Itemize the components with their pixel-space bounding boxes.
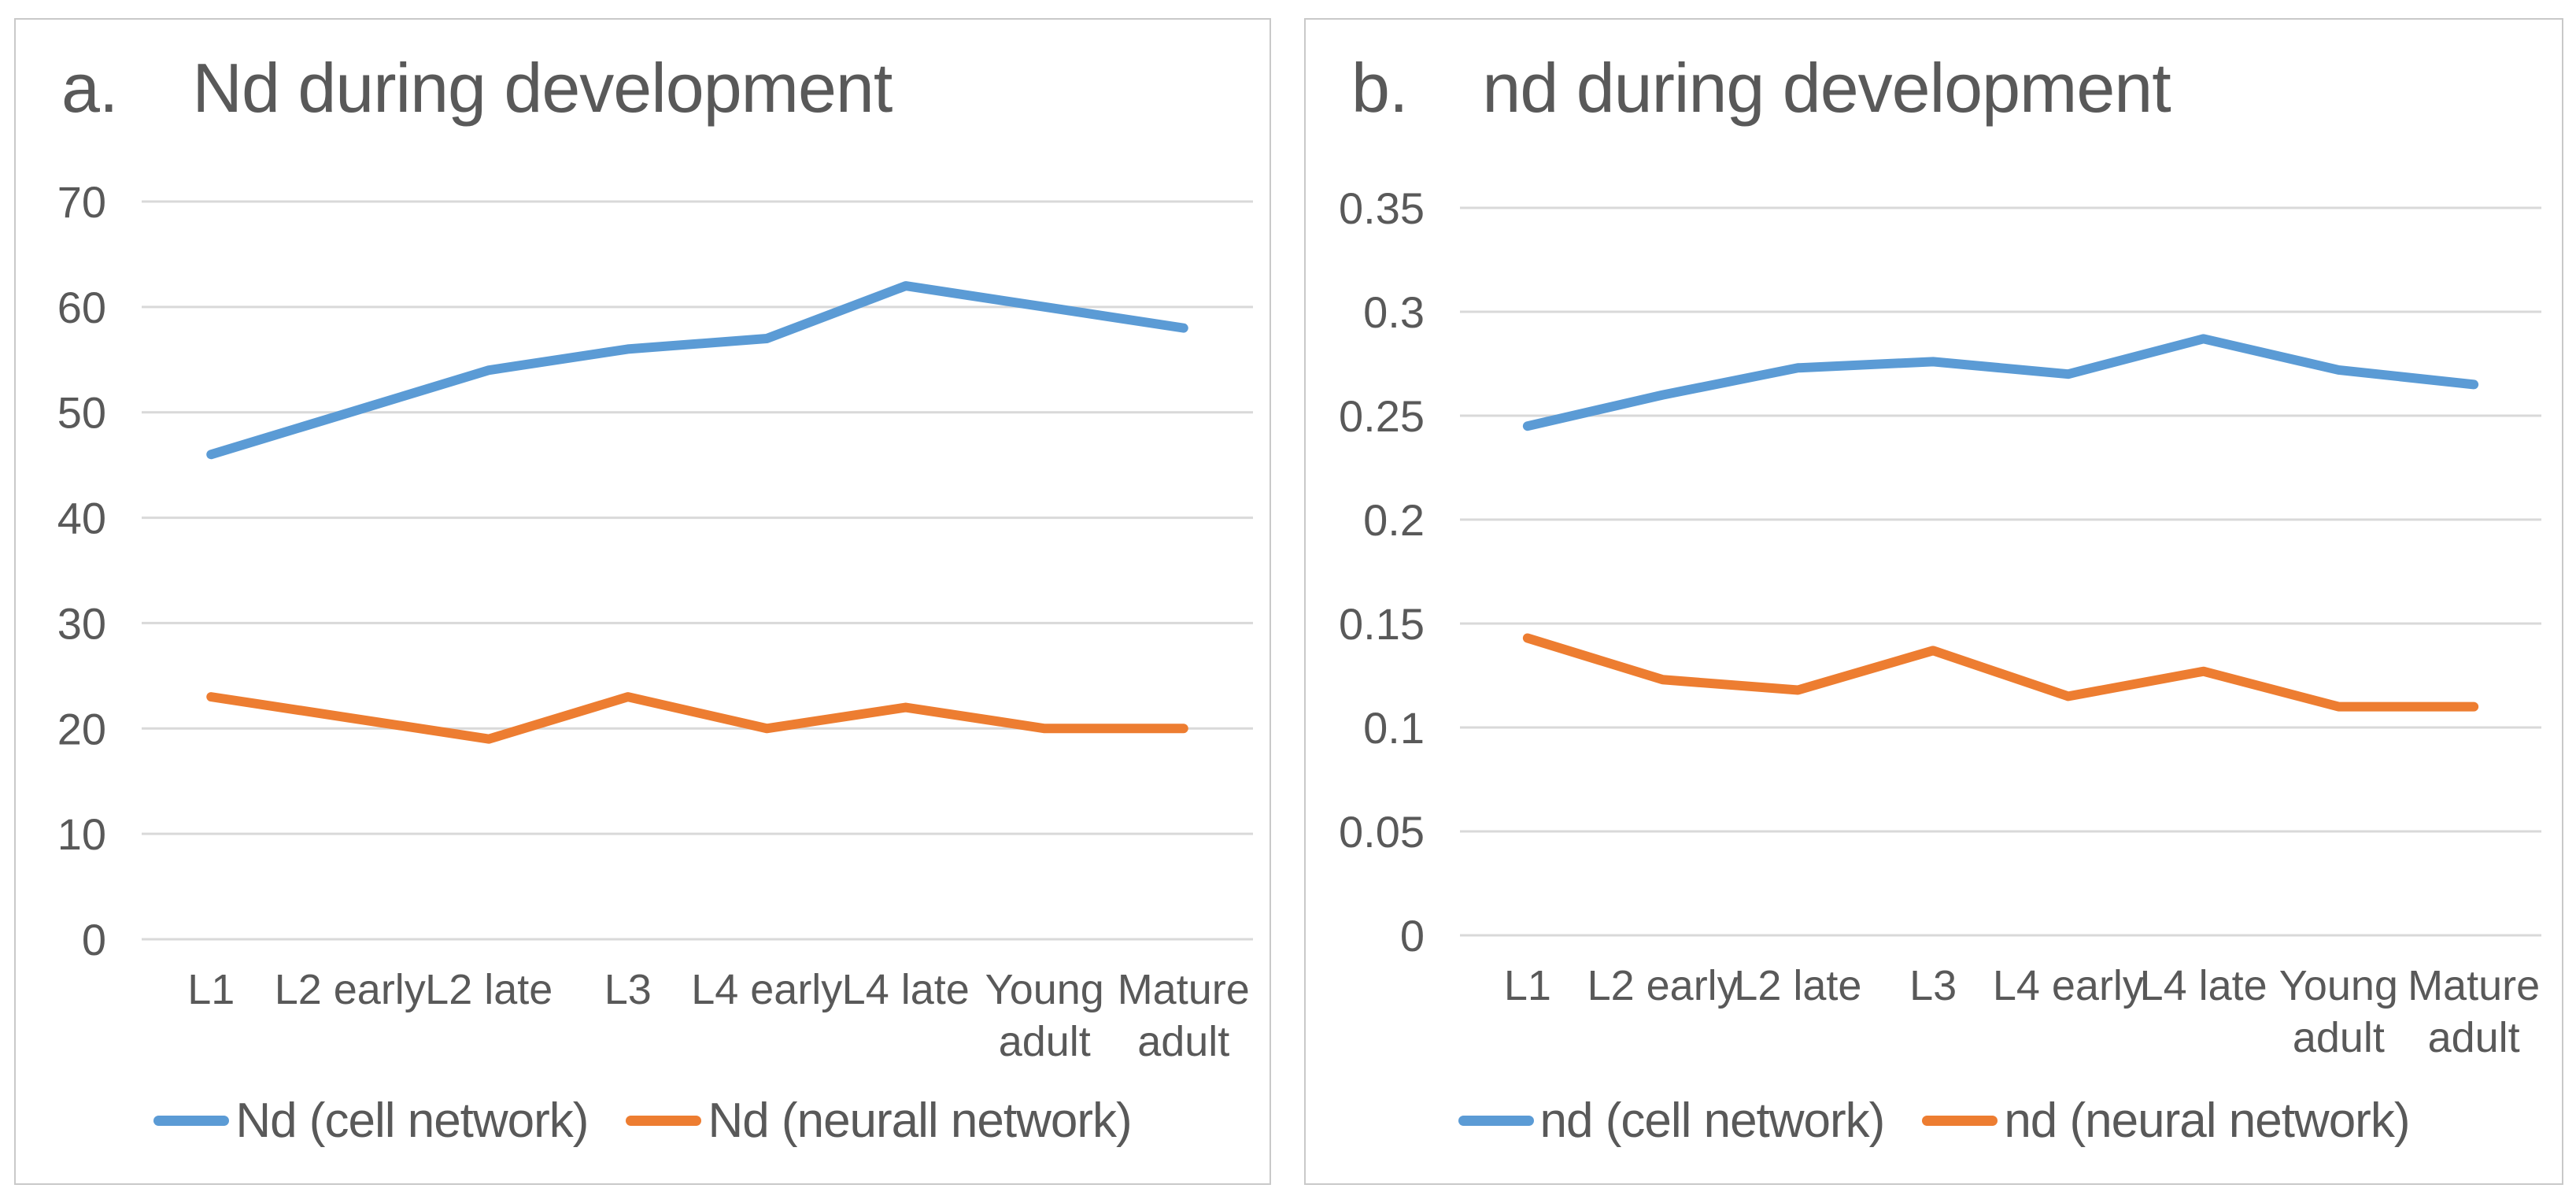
legend-swatch-blue-line	[1458, 1116, 1534, 1126]
legend-swatch-orange-line	[1922, 1116, 1998, 1126]
legend-swatch-orange-line	[626, 1116, 702, 1126]
chart-b-header: b. nd during development	[1351, 48, 2171, 128]
legend-label: nd (neural network)	[2004, 1094, 2410, 1148]
svg-text:0.3: 0.3	[1363, 287, 1425, 337]
svg-text:10: 10	[57, 809, 106, 859]
chart-b-legend: nd (cell network) nd (neural network)	[1306, 1093, 2562, 1149]
svg-text:0.35: 0.35	[1339, 183, 1425, 233]
chart-a-header: a. Nd during development	[61, 48, 893, 128]
legend-item-a-cell-network: Nd (cell network)	[153, 1093, 589, 1149]
svg-text:20: 20	[57, 704, 106, 753]
svg-text:L4 late: L4 late	[2140, 962, 2267, 1009]
svg-text:L3: L3	[604, 966, 652, 1013]
svg-text:0.1: 0.1	[1363, 703, 1425, 753]
legend-swatch-blue-line	[153, 1116, 230, 1126]
panel-b-label: b.	[1351, 49, 1408, 127]
svg-text:L1: L1	[1504, 962, 1551, 1009]
svg-text:0.25: 0.25	[1339, 391, 1425, 441]
svg-text:L4 late: L4 late	[842, 966, 970, 1013]
svg-text:0.05: 0.05	[1339, 807, 1425, 857]
panel-a: a. Nd during development 70 60 50 40 30 20 10 0…	[14, 18, 1271, 1185]
svg-text:0: 0	[1400, 911, 1425, 961]
svg-text:L4 early: L4 early	[691, 966, 842, 1013]
svg-text:L2 early: L2 early	[1587, 962, 1739, 1009]
svg-text:L1: L1	[187, 966, 235, 1013]
legend-label: Nd (neurall network)	[708, 1094, 1132, 1148]
panel-b: b. nd during development 0.35 0.3 0.25 0.2 0…	[1304, 18, 2563, 1185]
legend-item-b-neural-network: nd (neural network)	[1922, 1093, 2410, 1149]
panel-a-label: a.	[61, 49, 118, 127]
svg-text:0.15: 0.15	[1339, 599, 1425, 649]
svg-text:L2 late: L2 late	[1734, 962, 1861, 1009]
legend-label: Nd (cell network)	[235, 1094, 589, 1148]
svg-text:30: 30	[57, 598, 106, 648]
chart-a-legend: Nd (cell network) Nd (neurall network)	[16, 1093, 1270, 1149]
svg-text:0.2: 0.2	[1363, 495, 1425, 545]
svg-text:40: 40	[57, 494, 106, 543]
svg-text:L2 late: L2 late	[425, 966, 553, 1013]
svg-text:L2 early: L2 early	[275, 966, 426, 1013]
legend-label: nd (cell network)	[1539, 1094, 1886, 1148]
svg-text:0: 0	[82, 915, 106, 964]
legend-item-b-cell-network: nd (cell network)	[1458, 1093, 1885, 1149]
legend-item-a-neural-network: Nd (neurall network)	[626, 1093, 1133, 1149]
svg-text:50: 50	[57, 388, 106, 438]
svg-text:60: 60	[57, 283, 106, 332]
chart-a-title: Nd during development	[192, 49, 893, 127]
svg-text:L4 early: L4 early	[1993, 962, 2144, 1009]
svg-text:70: 70	[57, 177, 106, 227]
chart-a-plot-area: 70 60 50 40 30 20 10 0 L1 L2 early L2 late L3 L4 ear…	[57, 177, 1253, 1065]
chart-b-title: nd during development	[1482, 49, 2171, 127]
svg-text:L3: L3	[1909, 962, 1957, 1009]
